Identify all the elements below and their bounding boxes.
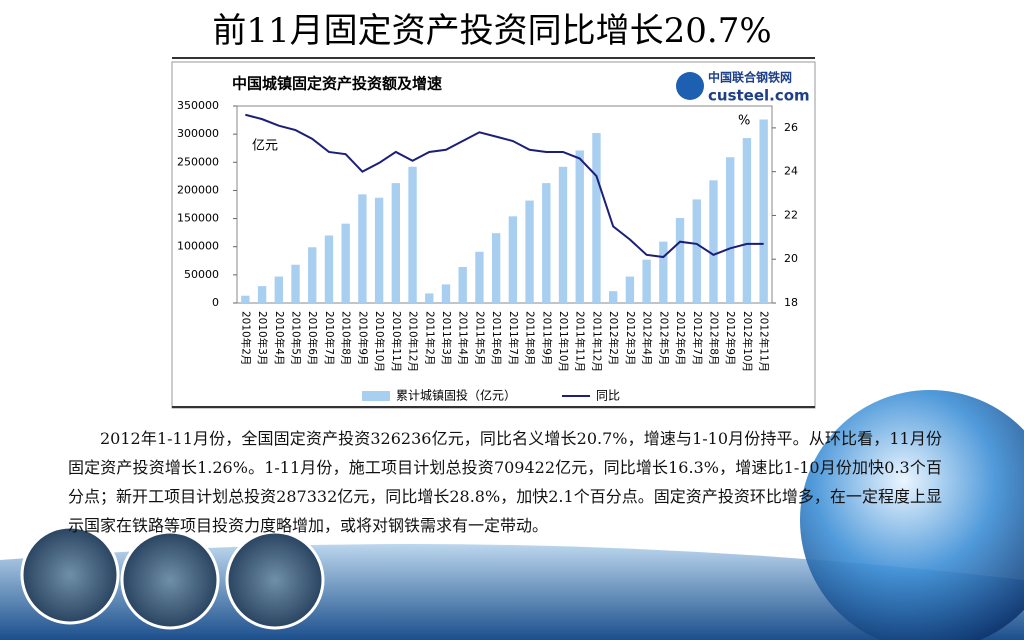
y2-unit: % <box>738 114 750 129</box>
x-tick-label: 2010年9月 <box>356 311 369 365</box>
x-tick-label: 2012年2月 <box>607 311 620 365</box>
x-tick-label: 2010年3月 <box>256 311 269 365</box>
bar <box>374 197 384 303</box>
x-tick-label: 2012年7月 <box>691 311 704 365</box>
bar <box>491 233 501 303</box>
x-tick-label: 2011年7月 <box>507 311 520 365</box>
decor-globe <box>800 390 1024 640</box>
bar <box>475 251 484 303</box>
bar <box>308 247 317 303</box>
x-tick-label: 2011年5月 <box>473 311 486 365</box>
logo-name: 中国联合钢铁网 <box>708 70 792 85</box>
x-tick-label: 2012年5月 <box>657 311 670 365</box>
x-tick-label: 2012年9月 <box>724 311 737 365</box>
y-tick-label: 50000 <box>184 268 219 281</box>
bar <box>324 235 334 303</box>
x-tick-label: 2010年2月 <box>239 311 252 365</box>
bar <box>358 194 367 303</box>
y-tick-label: 0 <box>212 296 219 309</box>
bar <box>341 223 350 303</box>
bar <box>659 241 668 303</box>
x-tick-label: 2011年8月 <box>524 311 537 365</box>
y-tick-label: 300000 <box>177 127 219 140</box>
x-tick-label: 2012年3月 <box>624 311 637 365</box>
x-tick-label: 2012年11月 <box>758 311 771 372</box>
y-tick-label: 350000 <box>177 99 219 112</box>
logo-site: custeel.com <box>708 87 810 105</box>
x-tick-label: 2012年10月 <box>741 311 754 372</box>
chart-title: 中国城镇固定资产投资额及增速 <box>232 75 442 93</box>
x-tick-label: 2010年10月 <box>373 311 386 372</box>
bar <box>425 293 434 303</box>
x-tick-label: 2012年8月 <box>707 311 720 365</box>
legend-label: 累计城镇固投（亿元） <box>396 388 516 403</box>
bar <box>726 157 735 303</box>
body-text: 2012年1-11月份，全国固定资产投资326236亿元，同比名义增长20.7%… <box>68 429 942 535</box>
x-tick-label: 2011年2月 <box>423 311 436 365</box>
x-tick-label: 2010年4月 <box>273 311 286 365</box>
y-unit: 亿元 <box>252 139 278 154</box>
y-tick-label: 150000 <box>177 212 219 225</box>
y-tick-label: 100000 <box>177 240 219 253</box>
y-tick-label: 200000 <box>177 183 219 196</box>
bar <box>575 150 584 303</box>
x-tick-label: 2010年12月 <box>407 311 420 372</box>
bar <box>759 119 768 303</box>
x-tick-label: 2011年10月 <box>557 311 570 372</box>
decor-disc <box>120 530 220 630</box>
bar <box>675 218 685 303</box>
bar <box>441 284 451 303</box>
x-tick-label: 2012年6月 <box>674 311 687 365</box>
x-tick-label: 2011年12月 <box>590 311 603 372</box>
bar <box>742 138 752 303</box>
y2-tick-label: 18 <box>784 296 798 309</box>
x-tick-label: 2011年4月 <box>457 311 470 365</box>
x-tick-label: 2010年5月 <box>290 311 303 365</box>
x-tick-label: 2010年7月 <box>323 311 336 365</box>
bar <box>391 183 401 303</box>
bar <box>558 166 568 303</box>
x-tick-label: 2010年11月 <box>390 311 403 372</box>
legend-label: 同比 <box>596 389 620 403</box>
bar <box>592 133 601 303</box>
line <box>245 113 764 259</box>
y2-tick-label: 22 <box>784 208 798 221</box>
x-tick-label: 2011年3月 <box>440 311 453 365</box>
bar <box>542 183 551 303</box>
bar <box>274 276 283 303</box>
bar <box>408 166 417 303</box>
logo-mark <box>676 72 704 100</box>
bar <box>642 259 651 303</box>
plot-area <box>236 105 773 304</box>
bar <box>625 276 635 303</box>
x-tick-label: 2011年11月 <box>574 311 587 372</box>
bar <box>241 295 250 303</box>
bar <box>608 291 618 303</box>
x-tick-label: 2012年4月 <box>641 311 654 365</box>
bar <box>525 200 534 303</box>
bar <box>257 286 267 303</box>
legend-swatch <box>362 391 390 401</box>
y2-tick-label: 26 <box>784 121 798 134</box>
bar <box>458 266 467 303</box>
y-tick-label: 250000 <box>177 155 219 168</box>
x-tick-label: 2011年6月 <box>490 311 503 365</box>
bar <box>291 264 300 303</box>
x-tick-label: 2011年9月 <box>540 311 553 365</box>
bar <box>709 180 718 303</box>
slide-title: 前11月固定资产投资同比增长20.7% <box>212 11 771 51</box>
x-tick-label: 2010年6月 <box>306 311 319 365</box>
decor-disc <box>20 525 120 625</box>
bar <box>508 216 518 303</box>
y2-tick-label: 20 <box>784 252 798 265</box>
decor-disc <box>225 530 325 630</box>
x-tick-label: 2010年8月 <box>340 311 353 365</box>
y2-tick-label: 24 <box>784 165 798 178</box>
bar <box>692 199 701 303</box>
